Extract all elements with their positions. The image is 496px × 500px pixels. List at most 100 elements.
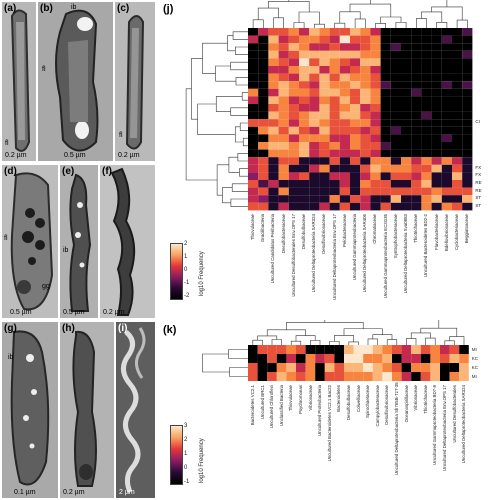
heatmap-cell [430,372,440,381]
heatmap-cell [350,119,361,127]
heatmap-cell [257,363,268,372]
heatmap-cell [462,28,473,36]
annotation-fl-c: fl [119,132,123,139]
heatmap-cell [248,66,259,74]
heatmap-cell [309,180,320,188]
heatmap-cell [309,73,320,82]
heatmap-cell [449,363,460,372]
heatmap-cell [248,126,259,135]
heatmap-cell [350,43,361,51]
heatmap-cell [288,88,299,97]
heatmap-cell [257,345,268,354]
heatmap-cell [390,50,401,59]
heatmap-k-column-label: Bacteroidetes [336,385,342,412]
heatmap-cell [401,180,412,188]
heatmap-cell [390,149,401,158]
heatmap-cell [309,104,320,112]
heatmap-cell [411,202,422,211]
heatmap-cell [309,157,320,165]
heatmap-cell [305,372,316,381]
heatmap-cell [248,134,259,142]
heatmap-cell [401,372,412,381]
heatmap-cell [421,134,432,142]
micrograph-f: (f) 0.2 µm [100,165,155,318]
heatmap-cell [278,50,289,59]
heatmap-k-column-label: Campylobacteraceae [374,385,380,427]
heatmap-cell [339,187,350,196]
heatmap-cell [329,126,340,135]
scale-bar-i: 2 µm [119,489,135,496]
heatmap-cell [430,354,440,363]
heatmap-cell [268,28,279,36]
heatmap-cell [305,354,316,363]
heatmap-cell [319,81,330,89]
heatmap-cell [329,142,340,150]
heatmap-j-row-label: RE [475,180,482,185]
heatmap-cell [462,66,473,74]
scale-bar-a: 0.2 µm [5,152,27,159]
heatmap-k-column-label: Thiovulaceae [288,385,294,412]
heatmap-cell [421,35,432,44]
scale-bar-d: 0.5 µm [10,309,32,316]
heatmap-cell [248,96,259,104]
heatmap-cell [258,134,269,142]
heatmap-cell [350,66,361,74]
heatmap-cell [452,58,463,66]
heatmap-cell [329,134,340,142]
heatmap-cell [380,149,391,158]
heatmap-cell [452,104,463,112]
heatmap-cell [350,172,361,180]
heatmap-cell [421,202,432,211]
heatmap-cell [353,345,364,354]
heatmap-cell [360,142,371,150]
heatmap-cell [258,202,269,211]
heatmap-cell [390,111,401,120]
heatmap-cell [370,164,381,173]
heatmap-cell [370,134,381,142]
heatmap-cell [360,172,371,180]
heatmap-cell [431,180,442,188]
heatmap-k-legend-bar [170,425,183,485]
heatmap-cell [324,345,335,354]
heatmap-cell [421,96,432,104]
heatmap-cell [299,28,310,36]
heatmap-cell [380,111,391,120]
heatmap-cell [278,58,289,66]
heatmap-cell [462,126,473,135]
heatmap-cell [296,345,306,354]
heatmap-cell [258,172,269,180]
heatmap-cell [324,372,335,381]
heatmap-cell [452,164,463,173]
heatmap-cell [288,28,299,36]
heatmap-k-column-label: Uncultured Bacteroidetes VC2.1 Bac22 [326,385,332,462]
heatmap-cell [441,157,452,165]
heatmap-cell [370,187,381,196]
heatmap-cell [370,111,381,120]
heatmap-cell [286,363,296,372]
heatmap-cell [339,88,350,97]
heatmap-cell [268,111,279,120]
micrograph-g: (g) ib 0.1 µm [2,322,58,498]
heatmap-k [202,320,469,381]
scale-bar-b: 0.5 µm [64,152,86,159]
heatmap-cell [452,81,463,89]
heatmap-cell [288,50,299,59]
heatmap-cell [411,363,421,372]
heatmap-cell [452,202,463,211]
heatmap-cell [258,187,269,196]
heatmap-j-column-label: Desulfobacteraceae [280,214,286,254]
heatmap-cell [309,66,320,74]
heatmap-cell [353,363,364,372]
heatmap-cell [319,126,330,135]
heatmap-cell [421,50,432,59]
annotation-ib-b: ib [71,4,77,11]
heatmap-cell [421,187,432,196]
heatmap-cell [268,119,279,127]
heatmap-cell [350,111,361,120]
heatmap-cell [315,354,325,363]
heatmap-cell [441,172,452,180]
heatmap-cell [319,50,330,59]
heatmap-cell [267,345,277,354]
heatmap-cell [382,354,392,363]
heatmap-cell [319,96,330,104]
